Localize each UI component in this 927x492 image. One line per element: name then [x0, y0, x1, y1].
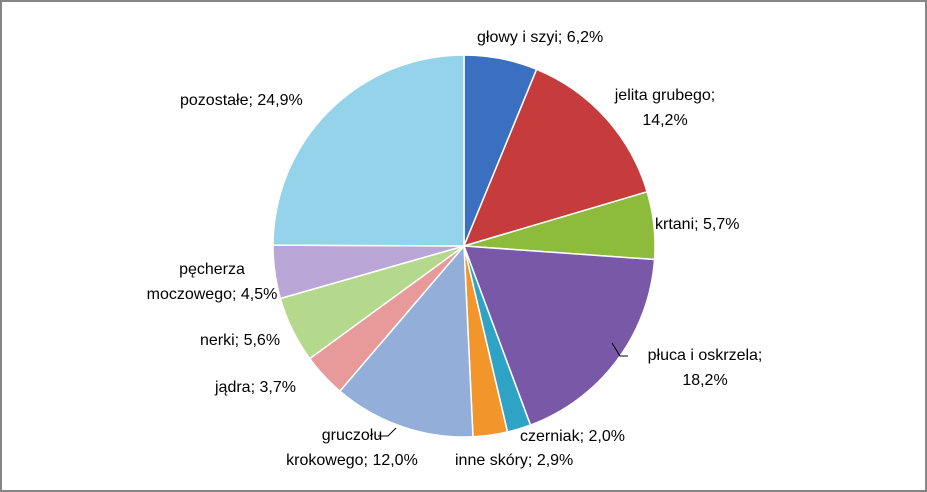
slice-label: czerniak; 2,0% — [520, 428, 625, 445]
slice-label: jądra; 3,7% — [214, 379, 296, 396]
slice-label: jelita grubego; 14,2% — [614, 87, 716, 129]
pie — [272, 54, 656, 438]
labels: głowy i szyi; 6,2% jelita grubego; 14,2% kr… — [147, 29, 763, 469]
slice-label: inne skóry; 2,9% — [455, 452, 573, 469]
slice-label: pęcherza moczowego; 4,5% — [147, 261, 278, 303]
slice-label: płuca i oskrzela; 18,2% — [648, 347, 763, 389]
slice-label: głowy i szyi; 6,2% — [477, 29, 603, 46]
leader-line — [611, 342, 628, 357]
slice-label: krtani; 5,7% — [655, 216, 739, 233]
leader-line — [378, 427, 397, 437]
slice-label: nerki; 5,6% — [200, 332, 280, 349]
pie-slice — [272, 54, 465, 247]
pie-slice — [462, 245, 656, 427]
pie-slice — [462, 68, 649, 248]
pie-slice — [338, 244, 474, 438]
slice-label: pozostałe; 24,9% — [180, 92, 303, 109]
slice-label: gruczołu krokowego; 12,0% — [286, 427, 418, 469]
